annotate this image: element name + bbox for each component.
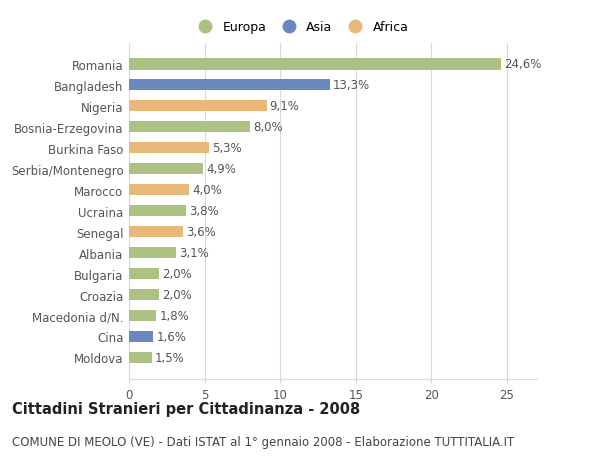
Text: 2,0%: 2,0%	[162, 288, 192, 302]
Bar	[129, 247, 176, 259]
Text: Cittadini Stranieri per Cittadinanza - 2008: Cittadini Stranieri per Cittadinanza - 2…	[12, 401, 360, 416]
Bar	[129, 289, 159, 301]
Text: 4,0%: 4,0%	[193, 184, 222, 197]
Text: 2,0%: 2,0%	[162, 268, 192, 280]
Bar	[129, 268, 159, 280]
Text: 3,1%: 3,1%	[179, 246, 209, 259]
Text: 8,0%: 8,0%	[253, 121, 283, 134]
Bar	[129, 122, 250, 133]
Text: 1,6%: 1,6%	[156, 330, 186, 343]
Text: 1,5%: 1,5%	[155, 351, 184, 364]
Bar	[129, 352, 152, 364]
Text: 3,6%: 3,6%	[187, 225, 216, 239]
Bar	[129, 143, 209, 154]
Bar	[129, 163, 203, 175]
Bar	[129, 331, 153, 342]
Text: 3,8%: 3,8%	[190, 205, 219, 218]
Bar	[129, 226, 184, 238]
Bar	[129, 185, 190, 196]
Bar	[129, 310, 156, 322]
Text: 13,3%: 13,3%	[333, 79, 370, 92]
Bar	[129, 101, 266, 112]
Bar	[129, 80, 330, 91]
Text: 24,6%: 24,6%	[504, 58, 541, 71]
Legend: Europa, Asia, Africa: Europa, Asia, Africa	[187, 17, 413, 39]
Text: 9,1%: 9,1%	[269, 100, 299, 113]
Text: 5,3%: 5,3%	[212, 142, 242, 155]
Bar	[129, 59, 501, 70]
Text: 1,8%: 1,8%	[159, 309, 189, 322]
Bar	[129, 205, 187, 217]
Text: 4,9%: 4,9%	[206, 163, 236, 176]
Text: COMUNE DI MEOLO (VE) - Dati ISTAT al 1° gennaio 2008 - Elaborazione TUTTITALIA.I: COMUNE DI MEOLO (VE) - Dati ISTAT al 1° …	[12, 435, 514, 448]
